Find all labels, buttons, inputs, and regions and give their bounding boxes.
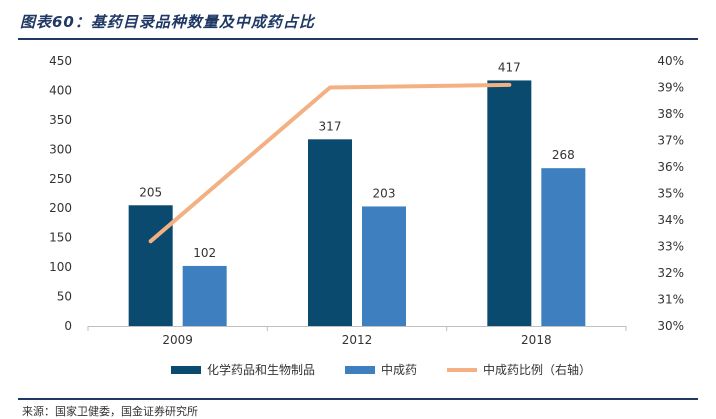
y-left-tick-label: 0 [64, 319, 72, 333]
y-left-tick-label: 200 [49, 201, 72, 215]
y-left-tick-label: 250 [49, 172, 72, 186]
x-tick-label: 2009 [162, 333, 193, 347]
y-left-tick-label: 400 [49, 83, 72, 97]
y-left-tick-label: 300 [49, 142, 72, 156]
y-right-tick-label: 39% [657, 81, 684, 95]
bar-data-label: 203 [373, 186, 396, 200]
y-right-tick-label: 40% [657, 54, 684, 68]
x-tick-label: 2018 [521, 333, 552, 347]
y-right-tick-label: 31% [657, 293, 684, 307]
x-tick-label: 2012 [342, 333, 373, 347]
y-left-tick-label: 100 [49, 260, 72, 274]
line-series [148, 82, 512, 244]
bar [487, 80, 532, 326]
source-divider [18, 398, 698, 400]
bar [128, 205, 173, 326]
title-divider [18, 38, 698, 40]
bar [308, 139, 352, 326]
y-right-tick-label: 30% [657, 319, 684, 333]
bar [182, 265, 227, 326]
y-left-tick-label: 450 [49, 54, 72, 68]
bar-data-label: 317 [319, 119, 342, 133]
y-right-tick-label: 36% [657, 160, 684, 174]
y-left-tick-label: 150 [49, 231, 72, 245]
y-right-tick-label: 35% [657, 187, 684, 201]
source-note: 来源：国家卫健委，国金证券研究所 [22, 405, 198, 418]
y-right-tick-label: 34% [657, 213, 684, 227]
bar-data-label: 268 [552, 148, 575, 162]
y-right-tick-label: 32% [657, 266, 684, 280]
y-right-tick-label: 33% [657, 240, 684, 254]
legend-label: 中成药比例（右轴） [483, 362, 591, 377]
y-left-tick-label: 50 [57, 290, 72, 304]
y-right-tick-label: 38% [657, 107, 684, 121]
bar-data-label: 417 [498, 60, 521, 74]
bar [541, 168, 586, 326]
bar [362, 206, 406, 326]
y-right-tick-label: 37% [657, 134, 684, 148]
bar-data-label: 205 [139, 185, 162, 199]
y-left-tick-label: 350 [49, 113, 72, 127]
chart-title: 图表60：基药目录品种数量及中成药占比 [20, 13, 315, 31]
legend-swatch [345, 366, 376, 374]
legend-swatch [171, 366, 201, 374]
legend-label: 中成药 [381, 362, 417, 377]
legend-label: 化学药品和生物制品 [207, 362, 315, 377]
bar-data-label: 102 [193, 246, 216, 260]
